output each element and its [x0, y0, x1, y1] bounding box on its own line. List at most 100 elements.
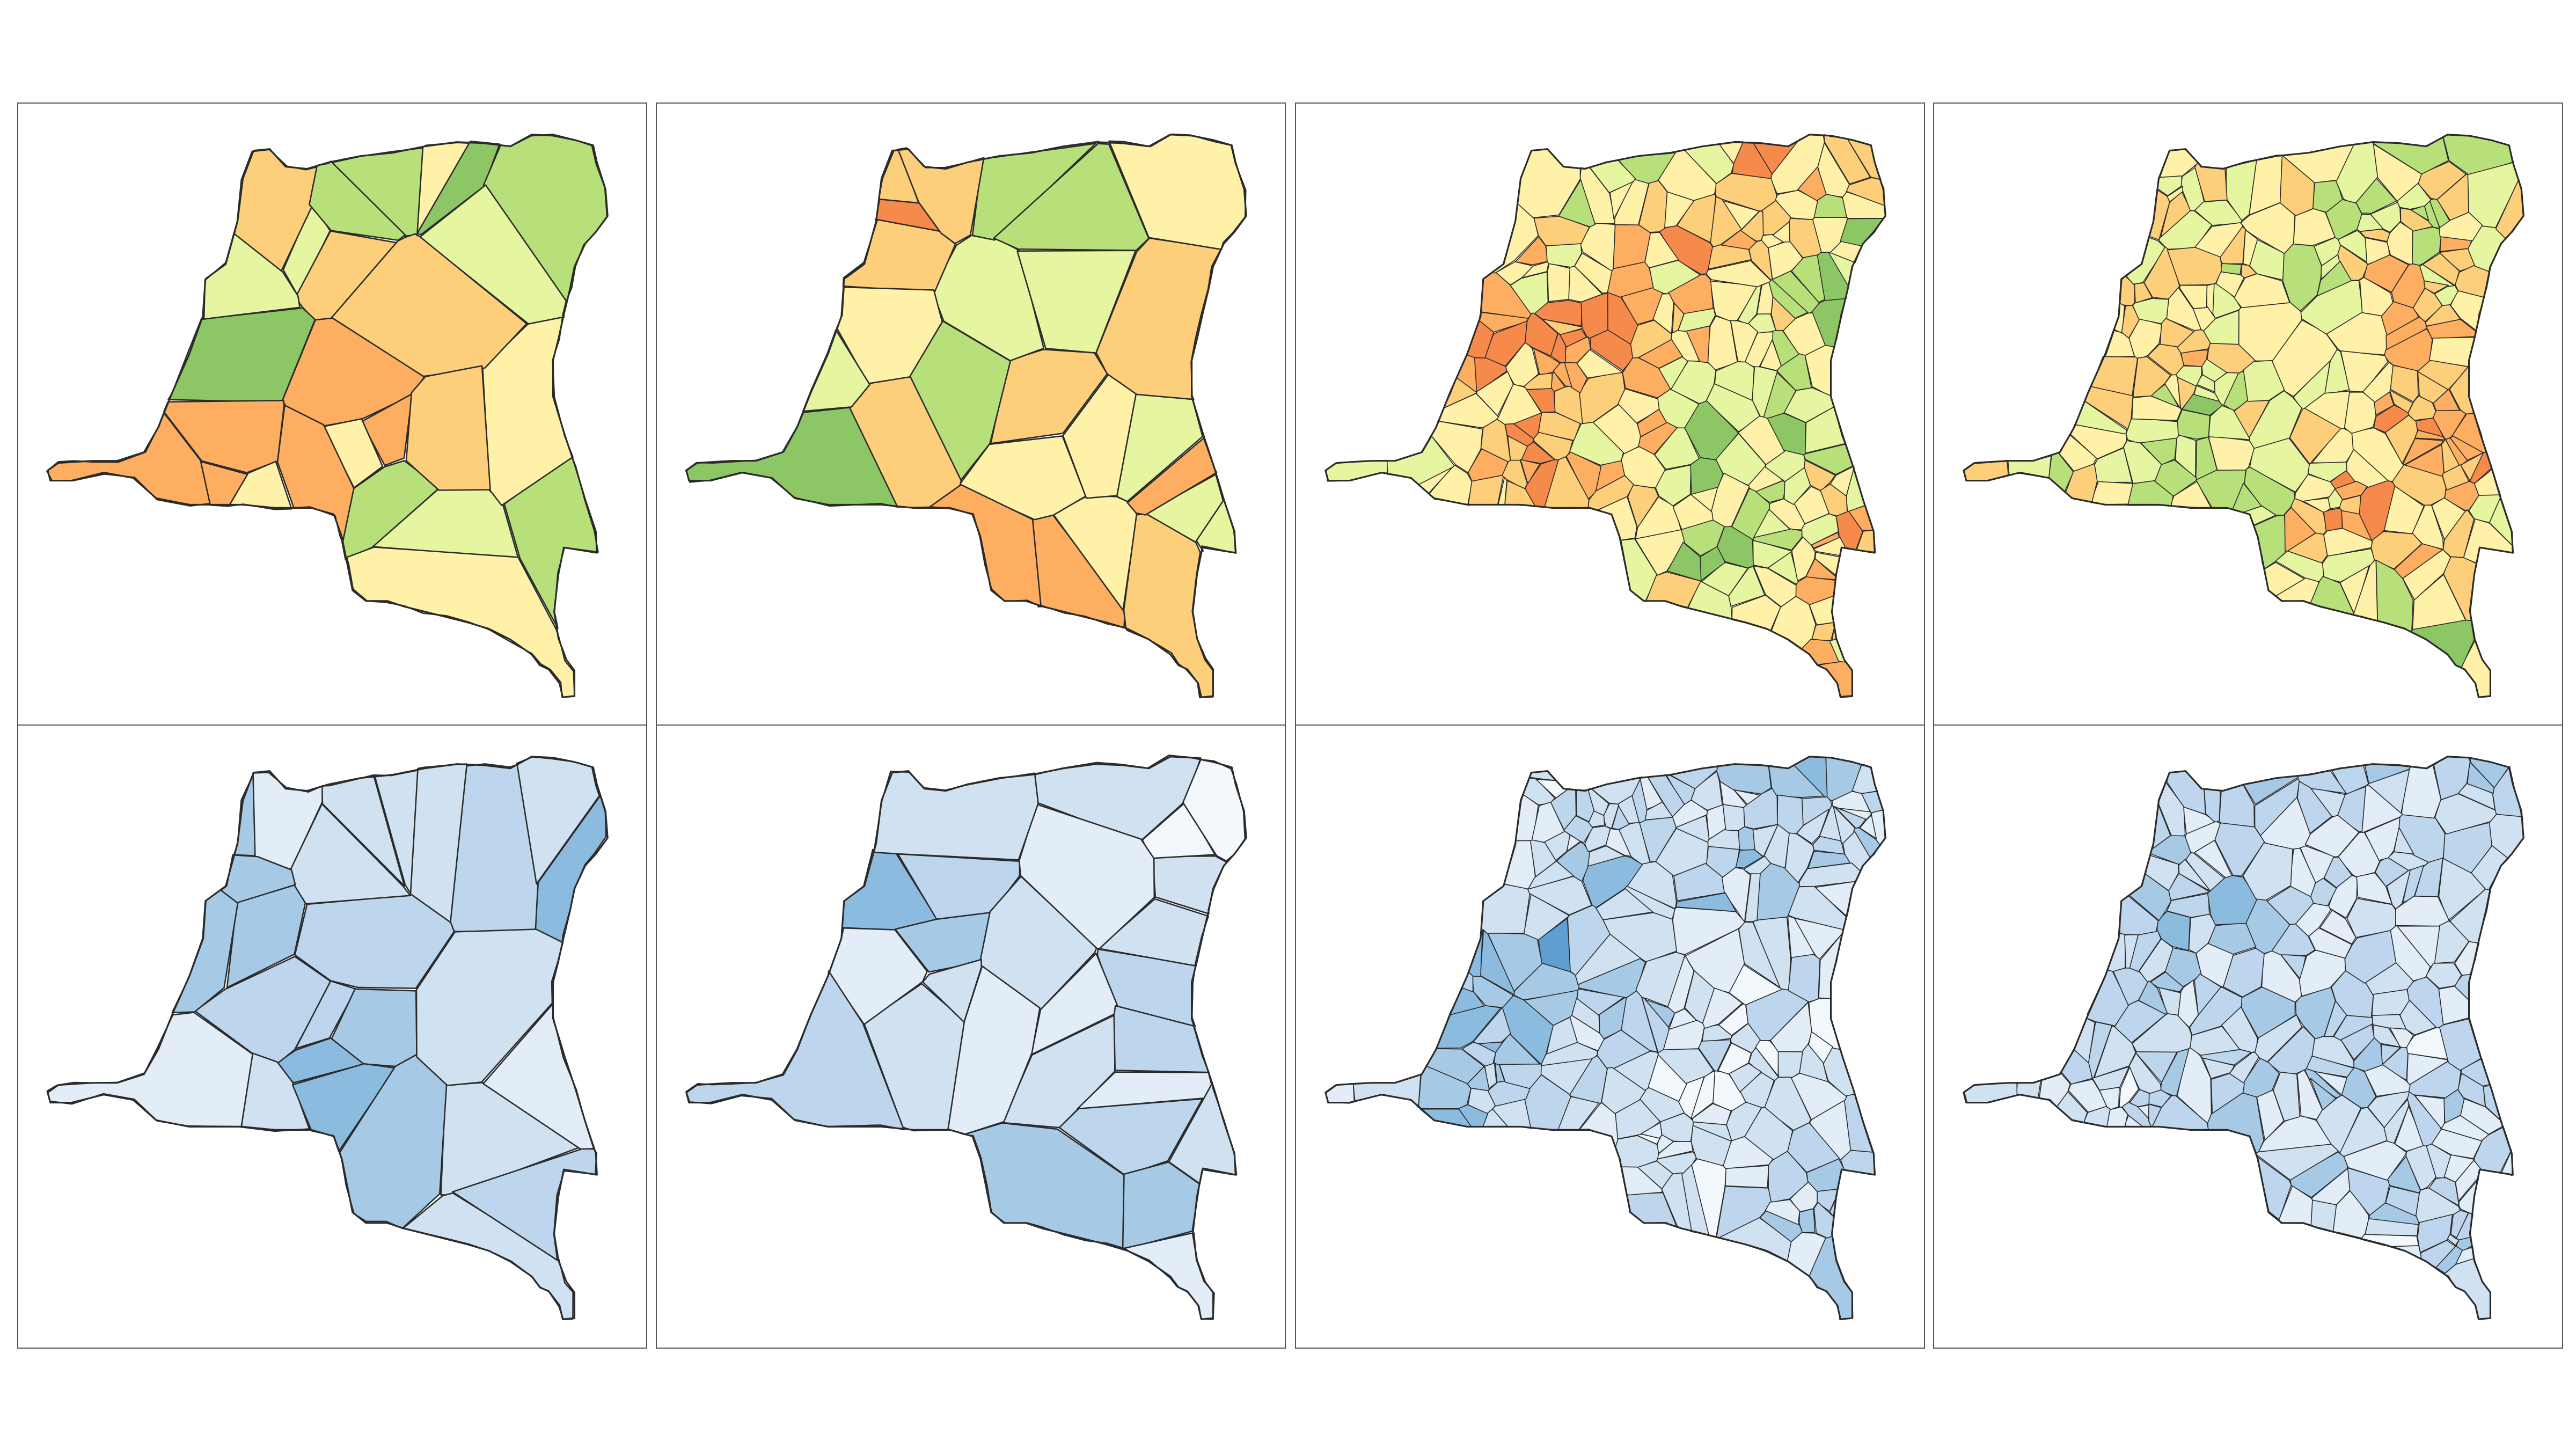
map-region [2323, 857, 2353, 888]
map-region [2215, 271, 2245, 298]
map-region [2334, 480, 2368, 500]
map-region [2282, 243, 2323, 312]
map-region [2309, 1078, 2337, 1111]
map-region [2412, 504, 2444, 550]
choropleth-map [1324, 756, 1886, 1321]
map-region [1667, 955, 1695, 1014]
map-region [1729, 1063, 1762, 1093]
map-region [1640, 1122, 1663, 1139]
map-region [1765, 1199, 1801, 1225]
map-region [1718, 1004, 1749, 1036]
map-region [2147, 343, 2185, 376]
map-region [2129, 1089, 2150, 1108]
map-region [2254, 1014, 2303, 1063]
map-region [2410, 205, 2429, 221]
map-region [1527, 876, 1592, 916]
map-region [1525, 312, 1558, 357]
map-region [2242, 842, 2293, 901]
map-region [1797, 166, 1827, 201]
map-region [1799, 1043, 1828, 1082]
map-region [228, 460, 292, 510]
map-region [2412, 288, 2443, 323]
map-region [1753, 509, 1791, 538]
map-region [2243, 360, 2285, 402]
map-region [922, 958, 983, 1023]
map-region [2422, 252, 2460, 286]
map-region [1812, 836, 1845, 855]
map-region [1550, 333, 1567, 363]
map-region [2344, 391, 2376, 434]
region-layer [1325, 134, 1886, 697]
map-region [1663, 1020, 1705, 1051]
map-region [2273, 1071, 2301, 1122]
map-region [1541, 318, 1583, 335]
map-region [2222, 948, 2265, 998]
map-region [1735, 849, 1763, 869]
map-region [993, 143, 1150, 251]
map-region [1624, 885, 1675, 920]
map-region [1644, 801, 1674, 821]
map-region [1652, 293, 1674, 334]
map-region [1692, 1103, 1732, 1125]
map-region [2328, 874, 2358, 919]
map-region [2202, 1057, 2235, 1079]
map-region [2443, 1089, 2465, 1124]
country-outline [685, 756, 1247, 1320]
map-region [2406, 975, 2444, 1029]
map-region [1664, 191, 1695, 229]
map-region [2442, 464, 2470, 491]
map-region [1016, 250, 1137, 354]
map-panel-p8 [1933, 724, 2563, 1349]
map-region [1618, 388, 1660, 424]
map-region [2439, 211, 2483, 241]
map-region [2195, 436, 2218, 480]
map-region [1788, 954, 1820, 1003]
map-region [1062, 374, 1137, 499]
map-panel-p4 [1933, 103, 2563, 727]
country-outline [1324, 756, 1886, 1320]
map-region [2207, 875, 2258, 926]
map-region [1526, 388, 1556, 413]
map-region [1644, 232, 1679, 268]
map-region [2244, 466, 2295, 516]
map-region [1514, 236, 1549, 266]
map-region [842, 218, 956, 293]
map-region [2167, 186, 2184, 202]
map-region [2132, 356, 2171, 398]
map-region [2370, 531, 2423, 570]
map-region [2339, 1107, 2388, 1157]
map-region [1638, 339, 1684, 369]
map-region [1473, 1007, 1511, 1044]
map-region [1601, 1067, 1646, 1114]
map-region [1481, 883, 1531, 934]
map-region [2119, 1066, 2139, 1108]
map-region [1728, 566, 1766, 607]
map-region [2363, 254, 2409, 293]
map-region [1675, 892, 1737, 912]
map-region [2221, 1006, 2258, 1053]
map-region [1672, 494, 1714, 530]
map-region [1686, 325, 1710, 363]
region-layer [685, 133, 1247, 699]
choropleth-map [685, 755, 1247, 1320]
map-region [2415, 1187, 2461, 1224]
map-region [1352, 1073, 1422, 1108]
map-region [405, 365, 491, 491]
map-region [1480, 418, 1511, 463]
map-region [2289, 407, 2341, 465]
map-region [1475, 371, 1514, 416]
map-region [2424, 304, 2461, 327]
map-region [2148, 1089, 2171, 1108]
country-outline [685, 134, 1247, 698]
country-outline [47, 134, 609, 698]
region-layer [46, 134, 608, 698]
map-region [2319, 910, 2357, 945]
map-region [2304, 815, 2360, 858]
map-region [2167, 247, 2222, 286]
map-region [1710, 472, 1750, 528]
map-region [1784, 832, 1814, 883]
map-region [2431, 497, 2466, 540]
map-region [1605, 828, 1631, 857]
map-region [2364, 817, 2401, 861]
map-region [2323, 508, 2343, 532]
